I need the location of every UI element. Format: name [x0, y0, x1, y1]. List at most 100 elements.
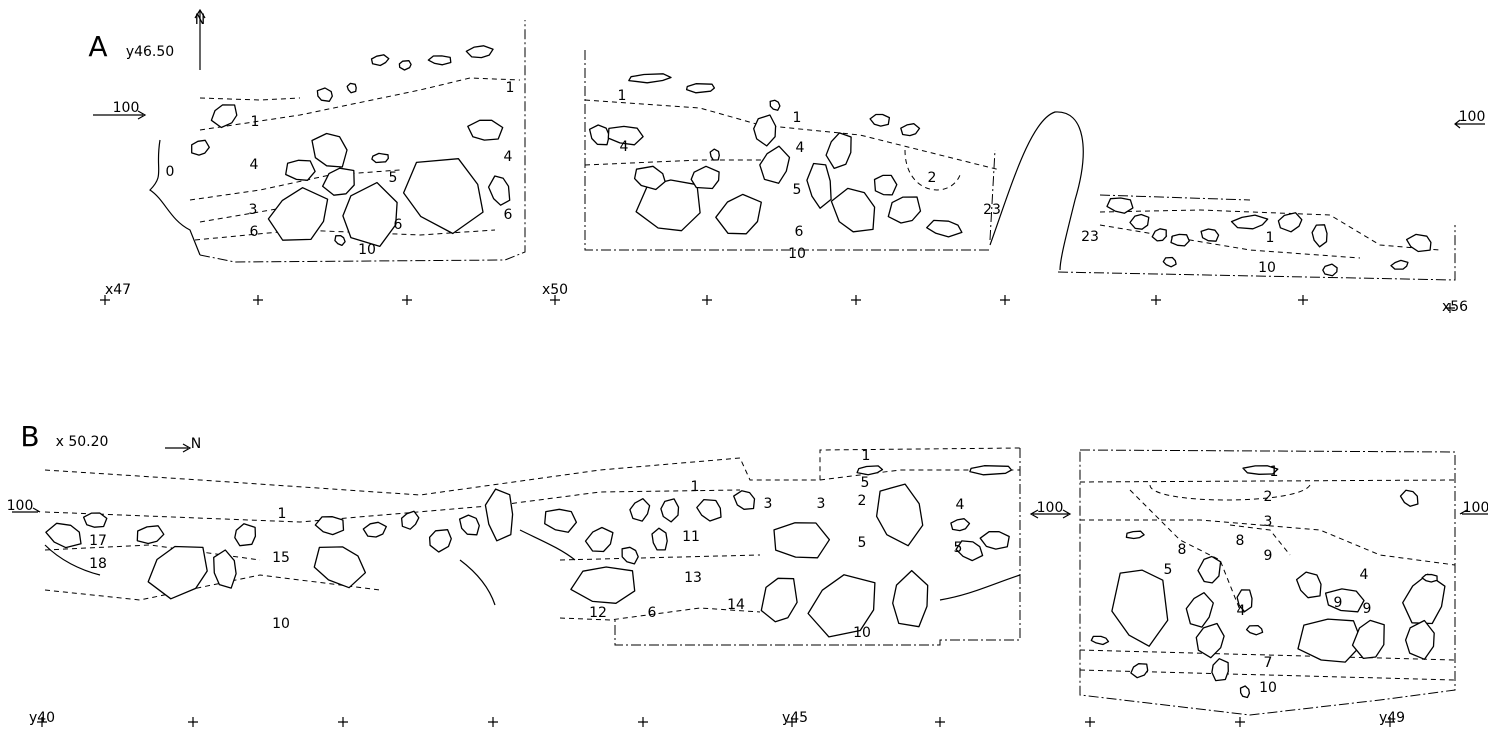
- layer-label: 4: [1360, 567, 1369, 583]
- layer-label: 5: [1164, 562, 1173, 578]
- stone: [629, 498, 651, 522]
- stone: [887, 196, 922, 224]
- grid-cross: [787, 717, 797, 727]
- frame: [614, 448, 1021, 646]
- stone: [371, 152, 389, 164]
- stone: [969, 465, 1013, 476]
- stone: [830, 187, 876, 233]
- section-letter: A: [88, 30, 107, 63]
- stone: [950, 518, 971, 532]
- stone: [1421, 573, 1438, 583]
- stone: [769, 99, 781, 111]
- stone: [628, 73, 672, 84]
- layer-label: 5: [861, 475, 870, 491]
- stone: [584, 526, 614, 553]
- stone: [1230, 214, 1269, 230]
- layer-label: 15: [272, 550, 290, 566]
- stone: [1170, 233, 1190, 247]
- layer-label: 2: [928, 170, 937, 186]
- stone: [753, 114, 777, 147]
- stone: [1130, 663, 1149, 679]
- stone: [370, 54, 390, 67]
- frame: [199, 20, 526, 263]
- layer-line: [584, 99, 1001, 191]
- grid-cross: [638, 717, 648, 727]
- stone: [685, 83, 716, 94]
- stone: [806, 162, 832, 209]
- layer-label: 4: [956, 497, 965, 513]
- stone: [311, 132, 348, 168]
- stone: [487, 175, 511, 206]
- stone: [875, 483, 924, 547]
- layer-label: 1: [793, 110, 802, 126]
- layer-label: 4: [504, 149, 513, 165]
- stone: [191, 139, 210, 156]
- datum-label: 100: [1037, 500, 1064, 516]
- outlines: [12, 8, 1488, 716]
- stone: [856, 465, 884, 476]
- grid-cross: [1151, 295, 1161, 305]
- stone: [760, 577, 798, 623]
- stone: [267, 187, 329, 241]
- layer-label: 9: [1363, 601, 1372, 617]
- grid-cross: [1298, 295, 1308, 305]
- stone: [1242, 465, 1279, 475]
- stone: [1111, 569, 1169, 647]
- layer-label: 5: [389, 170, 398, 186]
- stone: [1245, 624, 1264, 636]
- layer-label: 8: [1236, 533, 1245, 549]
- layer-label: 1: [618, 88, 627, 104]
- layer-label: 3: [1264, 514, 1273, 530]
- stone: [285, 159, 316, 181]
- layer-label: 4: [250, 157, 259, 173]
- layer-label: 9: [1334, 595, 1343, 611]
- stone: [715, 193, 762, 235]
- stone: [1197, 555, 1222, 584]
- stone: [1277, 212, 1303, 233]
- stone: [635, 179, 701, 232]
- stone: [544, 508, 578, 533]
- layer-label: 11: [682, 529, 700, 545]
- datum-label: 100: [113, 100, 140, 116]
- stone: [210, 104, 238, 129]
- grid-cross: [935, 717, 945, 727]
- layer-label: 9: [1264, 548, 1273, 564]
- section-letter: B: [20, 420, 39, 453]
- stone: [1311, 224, 1328, 248]
- layer-label: 10: [788, 246, 806, 262]
- grid-cross: [1085, 717, 1095, 727]
- grid-cross: [1445, 303, 1455, 313]
- stone: [1295, 571, 1322, 599]
- stone: [458, 514, 480, 536]
- stone: [465, 45, 494, 59]
- layer-label: 1: [278, 506, 287, 522]
- stone: [733, 490, 756, 510]
- layer-label: 17: [89, 533, 107, 549]
- layer-label: 6: [250, 224, 259, 240]
- section-coordinate: y46.50: [126, 44, 174, 60]
- layer-label: 1: [691, 479, 700, 495]
- stone: [346, 82, 357, 94]
- stone: [1151, 228, 1167, 242]
- arrows: [12, 8, 1488, 519]
- stone: [1239, 685, 1251, 699]
- stone: [428, 529, 452, 553]
- edge: [44, 529, 1021, 606]
- layer-label: 1: [251, 114, 260, 130]
- grid-label: y49: [1379, 710, 1405, 726]
- stone: [1324, 588, 1365, 613]
- stone: [1195, 622, 1225, 659]
- grid-label: y45: [782, 710, 808, 726]
- stone: [321, 167, 355, 196]
- stone: [1390, 259, 1409, 270]
- layer-label: 23: [983, 202, 1001, 218]
- stone: [690, 165, 720, 190]
- stone: [147, 545, 208, 600]
- stone: [1402, 573, 1446, 625]
- grid-cross: [702, 295, 712, 305]
- layer-line: [44, 447, 1021, 621]
- stone: [1125, 530, 1145, 540]
- grid-cross: [1235, 717, 1245, 727]
- stone: [759, 145, 791, 184]
- layer-label: 1: [1266, 230, 1275, 246]
